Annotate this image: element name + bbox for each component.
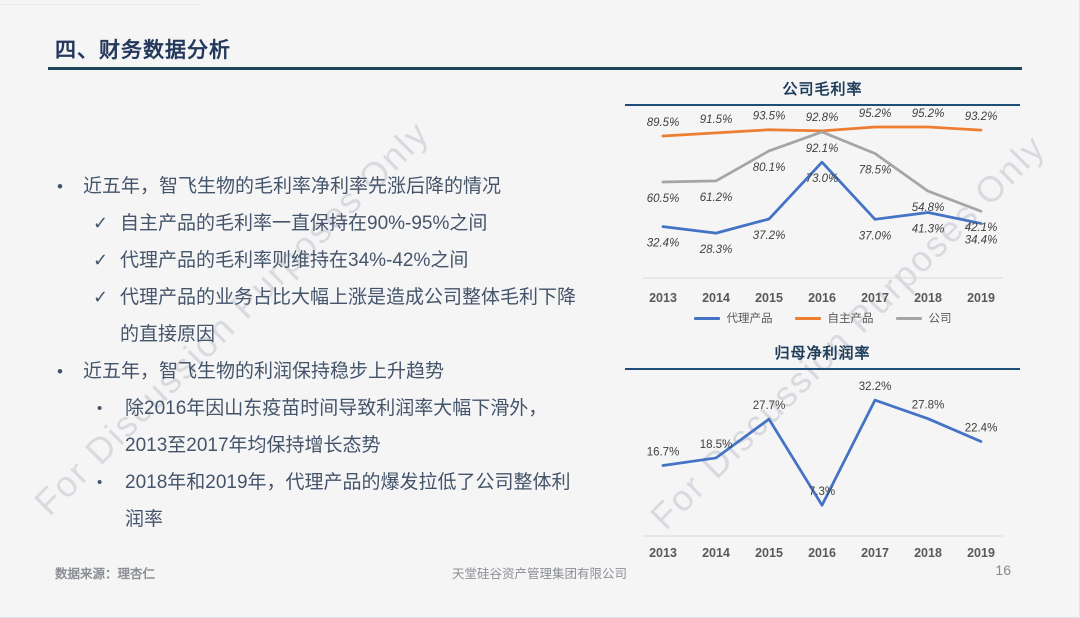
- x-axis-label: 2016: [808, 546, 836, 560]
- series-line-归母净利润率: [661, 398, 983, 507]
- data-label: 27.8%: [912, 400, 945, 412]
- bullet-text: 自主产品的毛利率一直保持在90%-95%之间: [120, 213, 488, 234]
- x-axis-label: 2015: [755, 291, 783, 305]
- data-label: 37.0%: [859, 230, 892, 242]
- gross-margin-chart: 公司毛利率 2013 2014 2015 2016 2017 2018 2019 32.4% 2…: [625, 78, 1020, 326]
- data-label: 18.5%: [700, 439, 733, 451]
- data-source: 数据来源：理杏仁: [55, 567, 156, 581]
- data-label: 93.2%: [965, 111, 998, 123]
- x-axis-label: 2015: [755, 546, 783, 560]
- data-label: 92.8%: [806, 112, 839, 124]
- x-axis-label: 2018: [914, 291, 942, 305]
- bullet-text: 近五年，智飞生物的利润保持稳步上升趋势: [83, 361, 445, 382]
- net-margin-chart: 归母净利润率 2013 2014 2015 2016 2017 2018 2019 16.7%…: [625, 342, 1020, 562]
- data-label: 80.1%: [753, 162, 786, 174]
- data-label: 93.5%: [753, 111, 786, 123]
- bullet-item: ✓ 代理产品的业务占比大幅上涨是造成公司整体毛利下降 的直接原因: [55, 279, 630, 353]
- bullet-text: 近五年，智飞生物的毛利率净利率先涨后降的情况: [83, 176, 502, 197]
- check-marker-icon: ✓: [93, 287, 109, 307]
- data-label: 91.5%: [700, 114, 733, 126]
- bullet-item: ✓ 自主产品的毛利率一直保持在90%-95%之间: [55, 205, 630, 242]
- data-label: 37.2%: [753, 230, 786, 242]
- legend-label: 自主产品: [827, 313, 874, 325]
- bullet-item: • 近五年，智飞生物的利润保持稳步上升趋势: [55, 353, 630, 390]
- net-margin-plot: 2013 2014 2015 2016 2017 2018 2019 16.7% 18.5% 27…: [643, 381, 1003, 560]
- chart-title-net-margin: 归母净利润率: [625, 342, 1020, 370]
- data-label: 34.4%: [965, 234, 998, 246]
- data-label: 22.4%: [965, 422, 998, 434]
- bullet-item: • 除2016年因山东疫苗时间导致利润率大幅下滑外， 2013至2017年均保持增长…: [55, 390, 630, 464]
- data-label: 73.0%: [806, 173, 839, 185]
- x-axis-label: 2014: [702, 291, 730, 305]
- data-label: 54.8%: [912, 202, 945, 214]
- data-label: 92.1%: [806, 143, 839, 155]
- data-label: 28.3%: [699, 244, 733, 256]
- check-marker-icon: ✓: [93, 250, 109, 270]
- check-marker-icon: ✓: [93, 213, 109, 233]
- x-axis-label: 2019: [967, 291, 995, 305]
- title-underline: [48, 67, 1022, 70]
- data-label: 60.5%: [647, 193, 680, 205]
- bullet-text: 代理产品的毛利率则维持在34%-42%之间: [120, 250, 469, 271]
- legend-swatch-icon: [693, 316, 720, 320]
- data-label: 61.2%: [700, 192, 733, 204]
- x-axis-label: 2013: [649, 546, 677, 560]
- data-label: 95.2%: [859, 108, 892, 120]
- data-label: 78.5%: [859, 164, 892, 176]
- x-axis-label: 2016: [808, 291, 836, 305]
- bullet-dot-icon: •: [57, 362, 63, 381]
- bullet-dot-icon: •: [57, 177, 63, 196]
- data-label: 7.3%: [809, 486, 835, 498]
- legend-item: 自主产品: [794, 310, 874, 326]
- legend-swatch-icon: [794, 316, 821, 320]
- gross-margin-plot: 2013 2014 2015 2016 2017 2018 2019 32.4% 28.3% 37…: [643, 108, 1003, 305]
- bullet-item: • 2018年和2019年，代理产品的爆发拉低了公司整体利 润率: [55, 464, 630, 538]
- x-axis-label: 2014: [702, 546, 730, 560]
- data-label: 27.7%: [753, 400, 786, 412]
- page-number: 16: [995, 562, 1011, 578]
- legend-item: 公司: [895, 310, 952, 326]
- x-axis-label: 2017: [861, 291, 889, 305]
- data-label: 41.3%: [912, 223, 945, 235]
- page-title: 四、财务数据分析: [55, 39, 231, 62]
- data-label: 89.5%: [647, 117, 680, 129]
- bullet-item: ✓ 代理产品的毛利率则维持在34%-42%之间: [55, 242, 630, 279]
- data-label: 42.1%: [965, 222, 998, 234]
- bullet-list: • 近五年，智飞生物的毛利率净利率先涨后降的情况 ✓ 自主产品的毛利率一直保持在90%…: [55, 168, 630, 538]
- chart-legend: 代理产品 自主产品 公司: [625, 310, 1020, 326]
- data-label: 16.7%: [647, 447, 680, 459]
- data-label: 32.2%: [859, 381, 892, 393]
- company-name: 天堂硅谷资产管理集团有限公司: [451, 567, 627, 581]
- bullet-text: 代理产品的业务占比大幅上涨是造成公司整体毛利下降 的直接原因: [120, 287, 577, 345]
- data-label: 95.2%: [912, 108, 945, 120]
- legend-label: 代理产品: [726, 313, 773, 325]
- x-axis-label: 2017: [861, 546, 889, 560]
- x-axis-label: 2013: [649, 291, 677, 305]
- bullet-dot-icon: •: [97, 474, 103, 491]
- chart-title-gross-margin: 公司毛利率: [625, 78, 1020, 106]
- bullet-dot-icon: •: [97, 400, 103, 417]
- legend-swatch-icon: [895, 316, 922, 320]
- legend-label: 公司: [928, 313, 952, 325]
- legend-item: 代理产品: [693, 310, 773, 326]
- data-label: 32.4%: [647, 238, 680, 250]
- bullet-text: 除2016年因山东疫苗时间导致利润率大幅下滑外， 2013至2017年均保持增长态…: [125, 398, 548, 456]
- x-axis-label: 2019: [967, 546, 995, 560]
- x-axis-label: 2018: [914, 546, 942, 560]
- series-line-代理产品: [661, 160, 983, 235]
- top-edge-line: [0, 4, 200, 5]
- bullet-text: 2018年和2019年，代理产品的爆发拉低了公司整体利 润率: [125, 472, 571, 530]
- bullet-item: • 近五年，智飞生物的毛利率净利率先涨后降的情况: [55, 168, 630, 205]
- series-line-公司: [661, 130, 983, 213]
